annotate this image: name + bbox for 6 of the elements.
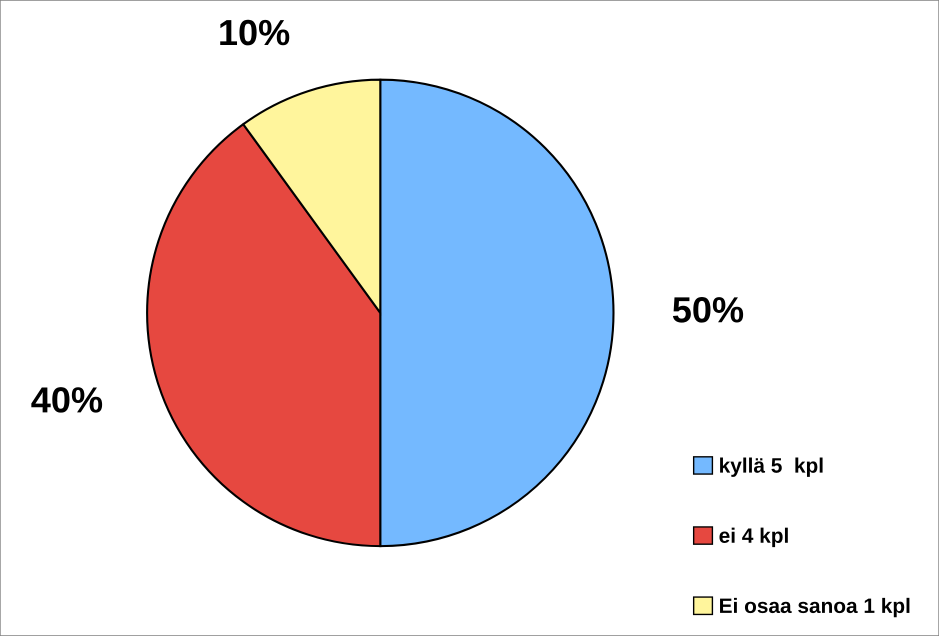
legend-label: ei 4 kpl — [719, 528, 788, 548]
data-label: 50% — [672, 297, 744, 323]
legend-label: kyllä 5 kpl — [720, 458, 823, 477]
data-label: 40% — [31, 387, 102, 413]
legend-label: Ei osaa sanoa 1 kpl — [720, 598, 910, 618]
data-label: 10% — [220, 20, 290, 46]
